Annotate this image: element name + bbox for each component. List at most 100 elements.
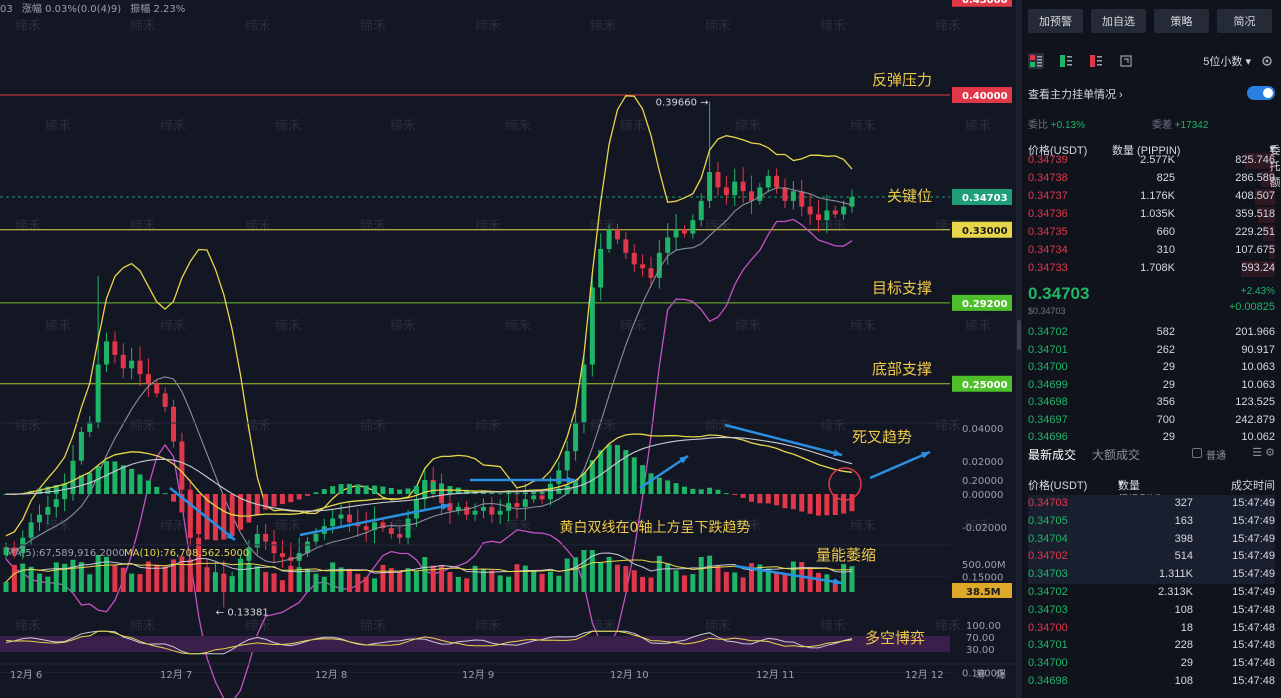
bid-row[interactable]: 0.34696 29 10.062 bbox=[1028, 429, 1275, 447]
ask-row-price: 0.34735 bbox=[1028, 226, 1068, 238]
bid-row[interactable]: 0.34699 29 10.063 bbox=[1028, 377, 1275, 395]
ask-row[interactable]: 0.34733 1.708K 593.24 bbox=[1028, 260, 1275, 278]
asks-only-icon[interactable] bbox=[1088, 53, 1104, 69]
ask-row-total: 107.675 bbox=[1235, 244, 1275, 256]
level-note: 反弹压力 bbox=[872, 71, 932, 89]
x-axis-label: 12月 8 bbox=[315, 669, 347, 681]
volume-bar bbox=[447, 572, 453, 592]
strategy-button[interactable]: 策略 bbox=[1154, 9, 1209, 33]
ask-row[interactable]: 0.34738 825 286.589 bbox=[1028, 170, 1275, 188]
bid-row[interactable]: 0.34700 29 10.063 bbox=[1028, 359, 1275, 377]
trade-price: 0.34700 bbox=[1028, 657, 1068, 670]
candle-body bbox=[765, 175, 771, 188]
candle-body bbox=[413, 499, 419, 519]
candle-body bbox=[673, 229, 679, 238]
list-settings-icons[interactable]: ☰ ⚙ bbox=[1252, 447, 1275, 459]
kline-chart[interactable]: 缔禾 缔禾 缔禾 缔禾 缔禾 缔禾 缔禾 缔禾 缔禾 缔禾 缔禾 缔禾 缔禾 缔禾 缔禾 缔禾 缔禾 缔禾 缔禾 缔禾… bbox=[0, 0, 1016, 698]
candle-body bbox=[330, 518, 336, 527]
overview-button[interactable]: 简况 bbox=[1217, 9, 1272, 33]
trade-qty: 327 bbox=[1174, 497, 1193, 509]
depth-icon[interactable] bbox=[1118, 53, 1134, 69]
candle-body bbox=[824, 210, 830, 221]
volume-bar bbox=[690, 574, 696, 592]
watermark: 缔禾 bbox=[505, 518, 531, 534]
macd-bar bbox=[187, 494, 193, 525]
macd-bar bbox=[78, 475, 84, 494]
level-tag bbox=[952, 375, 1012, 392]
bid-row[interactable]: 0.34697 700 242.879 bbox=[1028, 412, 1275, 430]
diff-group: 委差 +17342 bbox=[1152, 116, 1208, 131]
trade-qty-header[interactable]: 数量(PIPPIN) ▾ bbox=[1118, 477, 1161, 505]
divider-handle[interactable] bbox=[1017, 320, 1021, 350]
ask-row-depth-bar bbox=[1261, 171, 1275, 187]
normal-checkbox[interactable] bbox=[1192, 448, 1202, 458]
watermark: 缔禾 bbox=[935, 618, 961, 634]
ask-row[interactable]: 0.34736 1.035K 359.518 bbox=[1028, 206, 1275, 224]
candle-body bbox=[681, 229, 687, 234]
volume-bar bbox=[363, 577, 369, 592]
bids-only-icon[interactable] bbox=[1058, 53, 1074, 69]
tab-latest-trades[interactable]: 最新成交 bbox=[1028, 448, 1077, 462]
volume-bar bbox=[489, 570, 495, 592]
volume-bar bbox=[372, 578, 378, 592]
ask-row-price: 0.34736 bbox=[1028, 208, 1068, 220]
bid-row[interactable]: 0.34702 582 201.966 bbox=[1028, 324, 1275, 342]
volume-bar bbox=[497, 575, 503, 592]
ask-row-total: 229.251 bbox=[1235, 226, 1275, 238]
macd-bar bbox=[388, 487, 394, 494]
level-tag bbox=[952, 294, 1012, 311]
macd-tick: 0.02000 bbox=[962, 457, 1003, 468]
footer-label: 爆 bbox=[996, 669, 1006, 681]
panel-divider[interactable] bbox=[1016, 0, 1022, 698]
macd-bar bbox=[547, 490, 553, 494]
candle-body bbox=[849, 197, 855, 207]
macd-bar bbox=[673, 483, 679, 494]
ob-total-header[interactable]: 委托额 ▾ bbox=[1269, 143, 1281, 189]
orderbook-toolbar: 5位小数 ▾ bbox=[1028, 50, 1275, 72]
volume-bar bbox=[464, 578, 470, 592]
osc-note: 多空博弈 bbox=[865, 629, 925, 647]
decimals-select[interactable]: 5位小数 ▾ bbox=[1203, 56, 1251, 68]
bid-row[interactable]: 0.34701 262 90.917 bbox=[1028, 342, 1275, 360]
macd-bar bbox=[196, 494, 202, 535]
trade-time: 15:47:49 bbox=[1232, 497, 1275, 509]
trade-row: 0.34703 1.311K 15:47:49 bbox=[1028, 566, 1275, 585]
main-orders-toggle[interactable] bbox=[1247, 86, 1275, 100]
volume-bar bbox=[472, 565, 478, 592]
watchlist-button[interactable]: 加自选 bbox=[1091, 9, 1146, 33]
candle-body bbox=[53, 499, 59, 507]
watermark: 缔禾 bbox=[15, 418, 41, 434]
macd-bar bbox=[305, 494, 311, 496]
ask-row[interactable]: 0.34735 660 229.251 bbox=[1028, 224, 1275, 242]
macd-bar bbox=[296, 494, 302, 500]
macd-bar bbox=[439, 483, 445, 494]
price-tick: 0.20000 bbox=[962, 476, 1003, 487]
watermark: 缔禾 bbox=[275, 118, 301, 134]
candle-body bbox=[480, 506, 486, 511]
ask-row[interactable]: 0.34734 310 107.675 bbox=[1028, 242, 1275, 260]
volume-bar bbox=[279, 580, 285, 592]
alert-button[interactable]: 加预警 bbox=[1028, 9, 1083, 33]
ask-row-total: 408.507 bbox=[1235, 190, 1275, 202]
ask-row-depth-bar bbox=[1258, 207, 1275, 223]
change-percent: +2.43% bbox=[1240, 286, 1275, 297]
settings-icon[interactable] bbox=[1259, 53, 1275, 69]
trend-arrow-head bbox=[441, 503, 450, 511]
macd-bar bbox=[774, 494, 780, 506]
volume-bar bbox=[807, 568, 813, 592]
candle-body bbox=[841, 206, 847, 215]
macd-bar bbox=[581, 472, 587, 494]
ask-row[interactable]: 0.34739 2.577K 825.746 bbox=[1028, 152, 1275, 170]
ask-row[interactable]: 0.34737 1.176K 408.507 bbox=[1028, 188, 1275, 206]
volume-current-tag bbox=[952, 583, 1012, 598]
macd-dif-line bbox=[5, 433, 853, 517]
level-tag-label: 0.34703 bbox=[962, 193, 1008, 204]
tab-large-trades[interactable]: 大额成交 bbox=[1092, 448, 1141, 462]
watermark: 缔禾 bbox=[15, 618, 41, 634]
trade-price: 0.34705 bbox=[1028, 514, 1068, 527]
bid-row[interactable]: 0.34698 356 123.525 bbox=[1028, 394, 1275, 412]
both-sides-icon[interactable] bbox=[1028, 53, 1044, 69]
watermark: 缔禾 bbox=[45, 518, 71, 534]
volume-bar bbox=[196, 551, 202, 592]
